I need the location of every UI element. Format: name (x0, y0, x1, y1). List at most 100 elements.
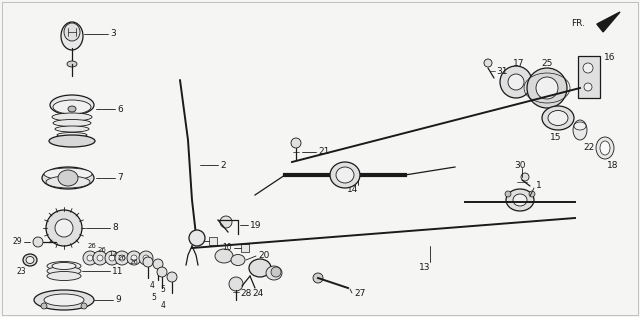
Circle shape (313, 273, 323, 283)
Ellipse shape (44, 168, 92, 180)
Text: 23: 23 (16, 268, 26, 276)
Circle shape (527, 68, 567, 108)
Text: 9: 9 (115, 295, 121, 305)
Ellipse shape (50, 95, 94, 115)
Circle shape (484, 59, 492, 67)
Text: 2: 2 (220, 160, 226, 170)
Text: 27: 27 (354, 288, 365, 297)
Text: 4: 4 (150, 281, 154, 289)
Circle shape (41, 303, 47, 309)
Ellipse shape (55, 126, 89, 132)
Circle shape (508, 74, 524, 90)
Circle shape (291, 138, 301, 148)
Ellipse shape (47, 271, 81, 281)
Ellipse shape (53, 100, 91, 114)
Polygon shape (578, 56, 600, 98)
Circle shape (229, 277, 243, 291)
Text: 12: 12 (108, 251, 117, 257)
Text: 1: 1 (536, 180, 541, 190)
Text: 24: 24 (252, 288, 264, 297)
Circle shape (46, 210, 82, 246)
Circle shape (131, 255, 137, 261)
Text: 21: 21 (318, 147, 330, 157)
Ellipse shape (266, 266, 282, 280)
Text: 5: 5 (152, 294, 156, 302)
Polygon shape (597, 12, 620, 32)
Ellipse shape (26, 256, 34, 263)
Circle shape (521, 173, 529, 181)
Text: 22: 22 (583, 144, 595, 152)
Text: FR.: FR. (571, 20, 585, 29)
Circle shape (93, 251, 107, 265)
Text: 26: 26 (88, 243, 97, 249)
Ellipse shape (215, 249, 233, 263)
Ellipse shape (42, 167, 94, 189)
Circle shape (97, 255, 103, 261)
Ellipse shape (231, 255, 245, 266)
Ellipse shape (49, 135, 95, 147)
Ellipse shape (68, 106, 76, 112)
Circle shape (139, 251, 153, 265)
Text: 31: 31 (496, 68, 508, 76)
Text: 18: 18 (607, 161, 618, 171)
Circle shape (584, 83, 592, 91)
Text: 16: 16 (604, 54, 616, 62)
Circle shape (189, 230, 205, 246)
Bar (209, 237, 217, 245)
Circle shape (500, 66, 532, 98)
Ellipse shape (548, 111, 568, 126)
Ellipse shape (600, 141, 610, 155)
Text: 8: 8 (112, 223, 118, 232)
Ellipse shape (23, 254, 37, 266)
Ellipse shape (574, 122, 586, 130)
Circle shape (583, 63, 593, 73)
Ellipse shape (506, 189, 534, 211)
Ellipse shape (46, 176, 90, 188)
Circle shape (105, 251, 119, 265)
Circle shape (81, 303, 87, 309)
Circle shape (109, 255, 115, 261)
Circle shape (119, 255, 125, 261)
Ellipse shape (53, 120, 91, 126)
Text: 30: 30 (515, 161, 525, 171)
Text: 3: 3 (110, 29, 116, 38)
Text: 11: 11 (112, 267, 124, 275)
Circle shape (271, 267, 281, 277)
Circle shape (167, 272, 177, 282)
Circle shape (83, 251, 97, 265)
Ellipse shape (44, 294, 84, 306)
Circle shape (127, 251, 141, 265)
Ellipse shape (67, 61, 77, 67)
Text: 10: 10 (222, 243, 232, 253)
Ellipse shape (513, 194, 527, 206)
Text: 14: 14 (348, 185, 358, 195)
Ellipse shape (52, 113, 92, 121)
Circle shape (529, 191, 535, 197)
Text: 29: 29 (12, 237, 22, 247)
Ellipse shape (57, 133, 87, 138)
Text: 19: 19 (250, 221, 262, 230)
Text: 26: 26 (98, 247, 107, 253)
Circle shape (153, 259, 163, 269)
Text: 17: 17 (513, 60, 525, 68)
Text: 6: 6 (117, 105, 123, 113)
Ellipse shape (542, 106, 574, 130)
Text: 15: 15 (550, 133, 562, 143)
Text: 28: 28 (240, 288, 252, 297)
Text: 26: 26 (118, 255, 127, 261)
Ellipse shape (58, 170, 78, 186)
Circle shape (220, 216, 232, 228)
Circle shape (536, 77, 558, 99)
Circle shape (115, 251, 129, 265)
Text: 7: 7 (117, 173, 123, 183)
Circle shape (33, 237, 43, 247)
Circle shape (157, 267, 167, 277)
Ellipse shape (34, 290, 94, 310)
Text: 13: 13 (419, 262, 431, 271)
Ellipse shape (249, 259, 271, 277)
Circle shape (505, 191, 511, 197)
Circle shape (143, 255, 149, 261)
Text: 5: 5 (161, 286, 165, 294)
Circle shape (143, 257, 153, 267)
Ellipse shape (336, 167, 354, 183)
